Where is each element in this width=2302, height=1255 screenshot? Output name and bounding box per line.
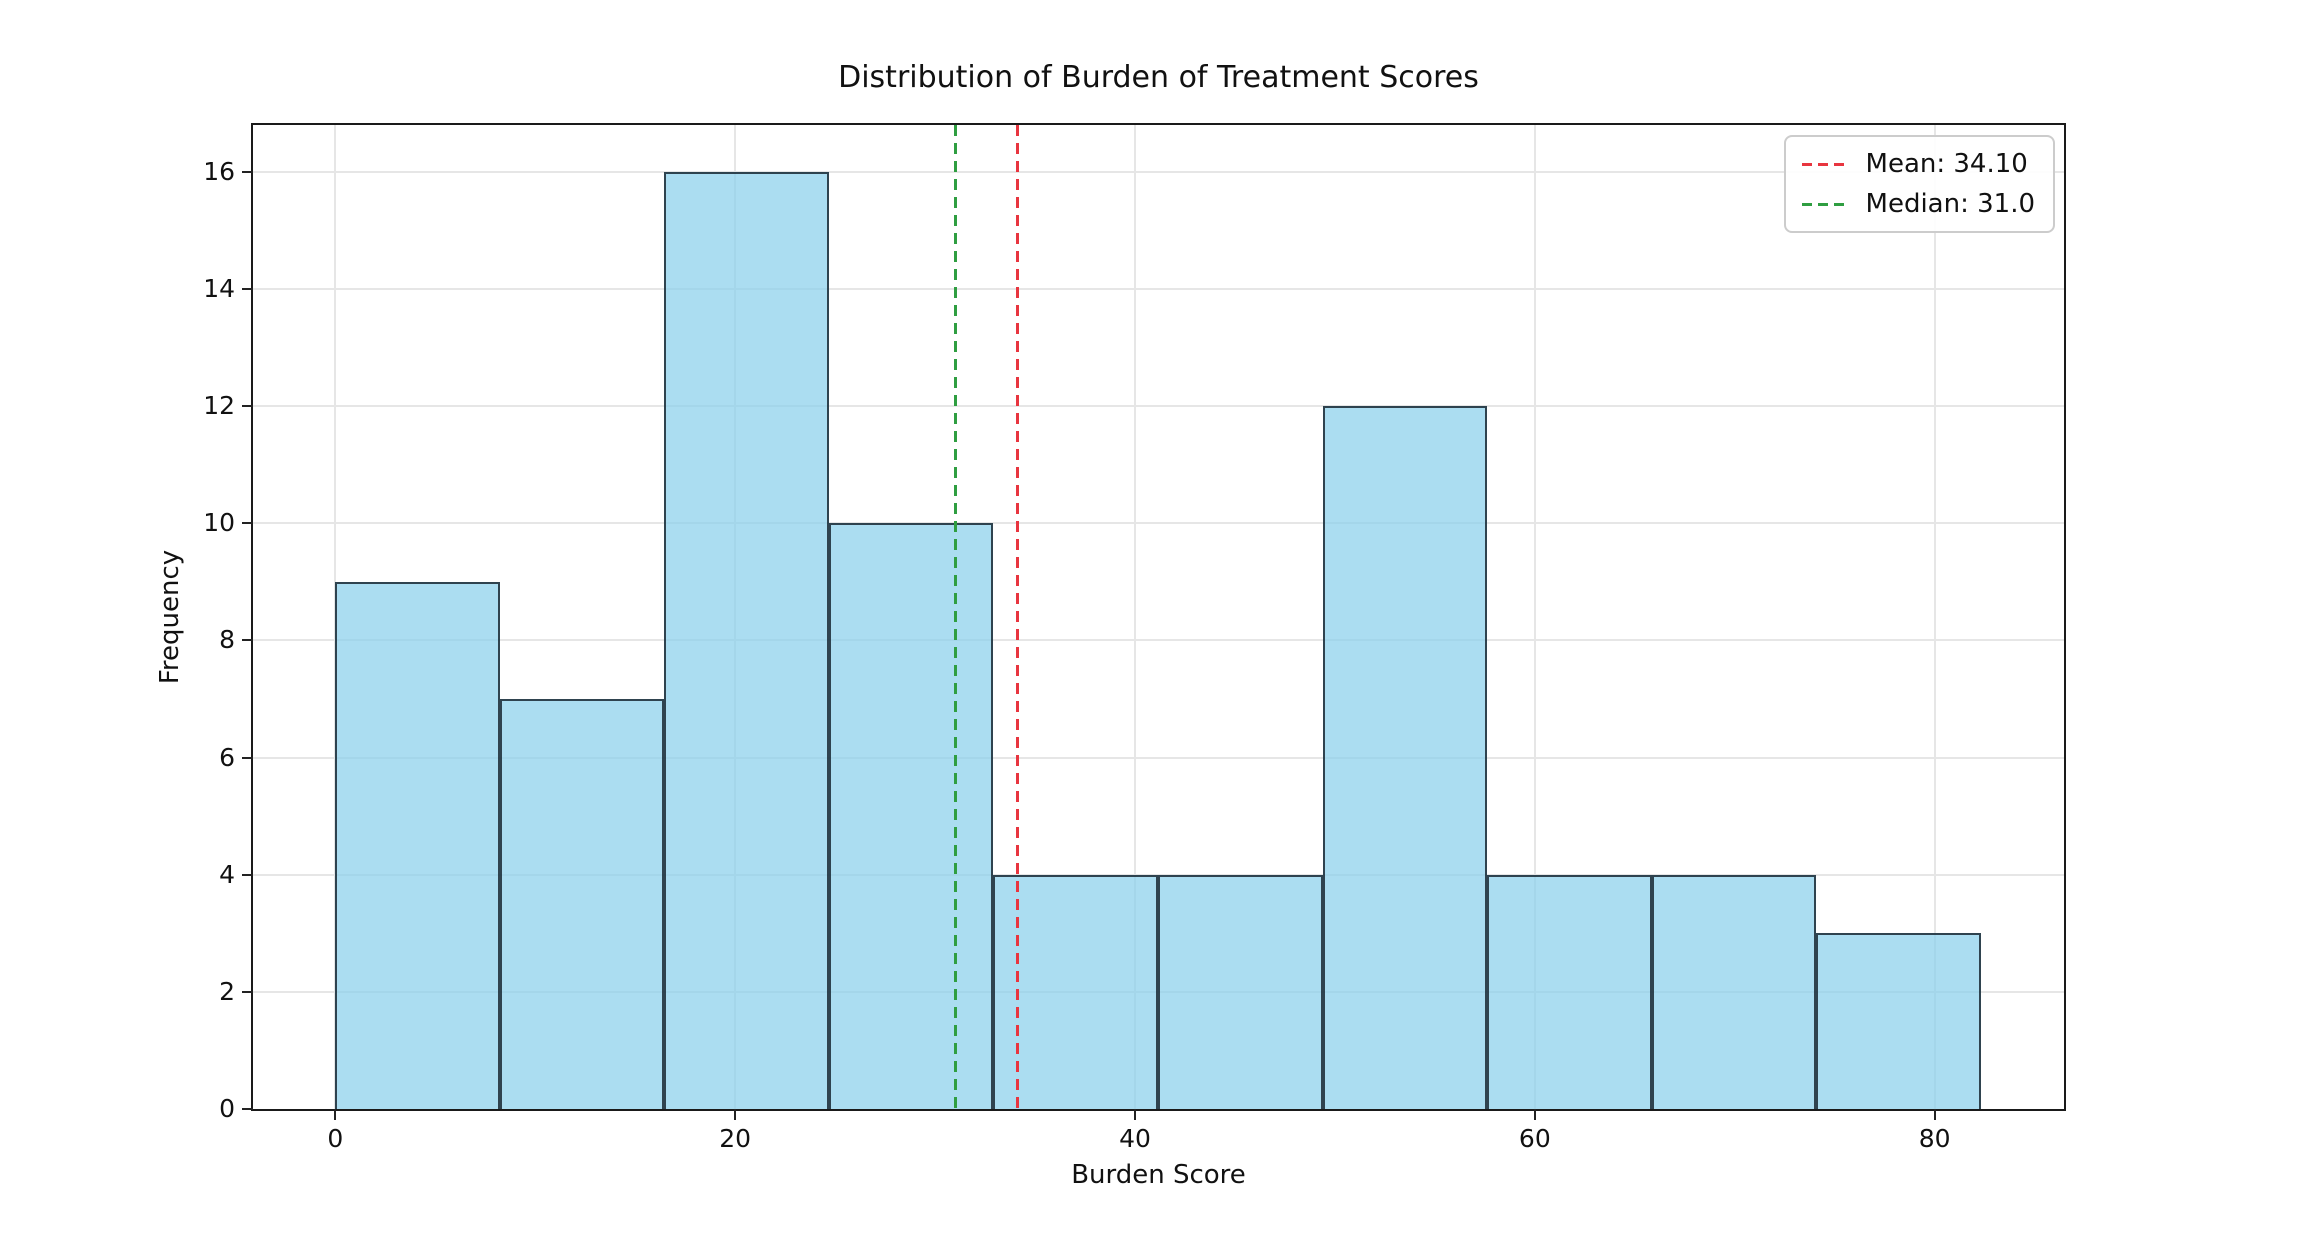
x-tick-label: 80 xyxy=(1918,1124,1951,1153)
mean-line xyxy=(1015,125,1019,1109)
histogram-bar xyxy=(1158,874,1323,1109)
y-tick-mark xyxy=(242,639,253,642)
y-tick-label: 14 xyxy=(203,274,235,303)
legend-item-mean: Mean: 34.10 xyxy=(1801,149,2035,179)
histogram-bar xyxy=(664,171,829,1109)
y-tick-label: 12 xyxy=(203,391,235,421)
legend-label-mean: Mean: 34.10 xyxy=(1865,149,2028,179)
histogram-bar xyxy=(993,874,1158,1109)
histogram-bar xyxy=(1487,874,1652,1109)
gridline-vertical xyxy=(1933,125,1936,1109)
y-axis-label: Frequency xyxy=(155,549,185,685)
x-axis-label: Burden Score xyxy=(1071,1160,1246,1190)
x-tick-label: 0 xyxy=(327,1124,344,1153)
y-tick-label: 8 xyxy=(219,625,235,655)
median-dash-icon xyxy=(1801,202,1848,206)
gridline-horizontal xyxy=(253,288,2064,290)
legend-label-median: Median: 31.0 xyxy=(1865,189,2035,219)
histogram-bar xyxy=(1816,933,1981,1109)
median-line xyxy=(953,125,957,1109)
y-tick-label: 16 xyxy=(203,156,235,186)
legend-item-median: Median: 31.0 xyxy=(1801,189,2035,219)
x-tick-label: 40 xyxy=(1119,1124,1151,1153)
histogram-bar xyxy=(828,523,994,1109)
y-tick-label: 10 xyxy=(203,508,235,538)
gridline-horizontal xyxy=(253,522,2064,525)
y-tick-mark xyxy=(242,873,253,876)
x-tick-mark xyxy=(1134,1109,1136,1120)
y-tick-label: 4 xyxy=(219,859,235,889)
plot-area: Mean: 34.10 Median: 31.0 0 20 40 60 80 0 2 4 6 8 1… xyxy=(203,123,2066,1153)
y-tick-label: 2 xyxy=(219,976,235,1006)
gridline-vertical xyxy=(1134,125,1136,1109)
chart-title: Distribution of Burden of Treatment Scor… xyxy=(838,60,1479,95)
gridline-horizontal xyxy=(253,405,2064,408)
y-tick-mark xyxy=(242,170,253,173)
mean-dash-icon xyxy=(1801,162,1848,166)
x-tick-mark xyxy=(334,1109,337,1120)
x-tick-mark xyxy=(734,1109,737,1120)
gridline-horizontal xyxy=(253,170,2064,173)
y-tick-label: 6 xyxy=(219,742,235,772)
x-tick-label: 60 xyxy=(1518,1124,1551,1153)
gridline-vertical xyxy=(1533,125,1536,1109)
y-tick-mark xyxy=(242,990,253,993)
x-tick-label: 20 xyxy=(719,1124,752,1153)
y-tick-mark xyxy=(242,288,253,290)
x-tick-mark xyxy=(1933,1109,1936,1120)
histogram-bar xyxy=(335,581,500,1109)
gridline-horizontal xyxy=(253,756,2064,759)
y-tick-mark xyxy=(242,405,253,408)
histogram-bar xyxy=(1322,406,1488,1109)
y-tick-mark xyxy=(242,1108,253,1110)
gridline-horizontal xyxy=(253,639,2064,642)
x-tick-mark xyxy=(1533,1109,1536,1120)
legend: Mean: 34.10 Median: 31.0 xyxy=(1783,135,2055,233)
histogram-bar xyxy=(1651,874,1817,1109)
y-tick-mark xyxy=(242,756,253,759)
histogram-bar xyxy=(499,699,665,1109)
y-tick-mark xyxy=(242,522,253,525)
y-tick-label: 0 xyxy=(219,1094,235,1123)
